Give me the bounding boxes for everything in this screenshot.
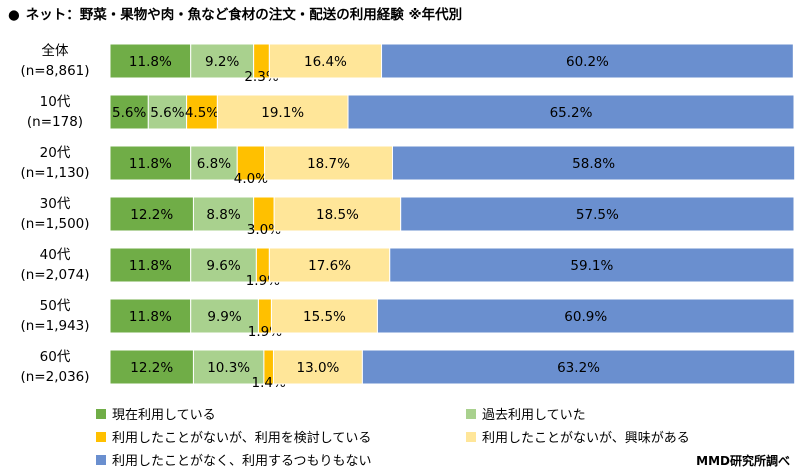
category-label: 10代 xyxy=(40,94,71,110)
bar-segment xyxy=(192,349,265,385)
category-label: 20代 xyxy=(40,145,71,161)
bar-segment xyxy=(272,349,363,385)
category-label: 40代 xyxy=(40,247,71,263)
bar-segment xyxy=(236,145,266,181)
data-label: 9.6% xyxy=(206,258,240,274)
data-label: 11.8% xyxy=(129,156,172,172)
title-bullet-icon: ● xyxy=(8,7,20,23)
bar-segment xyxy=(190,43,255,79)
data-label: 17.6% xyxy=(308,258,351,274)
data-label: 57.5% xyxy=(576,207,619,223)
bar-segment xyxy=(400,196,795,232)
category-label: 30代 xyxy=(40,196,71,212)
category-label: (n=1,500) xyxy=(20,216,89,232)
legend-label: 利用したことがないが、興味がある xyxy=(482,431,690,446)
data-label: 16.4% xyxy=(304,54,347,70)
category-label: (n=1,130) xyxy=(20,165,89,181)
stacked-bar-chart: 全体(n=8,861)11.8% 9.2%2.3%16.4% 60.2%10代(n=… xyxy=(20,42,796,391)
data-label: 19.1% xyxy=(261,105,304,121)
legend-swatch xyxy=(466,408,476,419)
bar-segment xyxy=(190,247,257,283)
legend-label: 現在利用している xyxy=(112,408,216,423)
title-text: ネット：野菜・果物や肉・魚など食材の注文・配送の利用経験 ※年代別 xyxy=(25,7,463,23)
credit: MMD研究所調べ xyxy=(696,454,790,468)
bar-segment xyxy=(109,43,192,79)
bar-segment xyxy=(389,247,795,283)
chart-title: ● ネット：野菜・果物や肉・魚など食材の注文・配送の利用経験 ※年代別 xyxy=(8,3,462,23)
data-label: 10.3% xyxy=(207,360,250,376)
legend-swatch xyxy=(96,431,106,442)
data-label: 15.5% xyxy=(303,309,346,325)
data-label: 4.0% xyxy=(234,171,268,187)
bar-segment xyxy=(347,94,795,130)
bar-segment xyxy=(109,349,194,385)
data-label: 4.5% xyxy=(185,105,219,121)
legend-item: 利用したことがなく、利用するつもりもない xyxy=(96,450,371,469)
legend-label: 利用したことがなく、利用するつもりもない xyxy=(112,454,372,469)
bar-segment xyxy=(270,298,378,334)
data-label: 3.0% xyxy=(247,222,281,238)
legend-swatch xyxy=(96,408,106,419)
bar-segment xyxy=(109,298,192,334)
category-label: (n=178) xyxy=(27,114,83,130)
data-label: 60.2% xyxy=(566,54,609,70)
data-label: 59.1% xyxy=(570,258,613,274)
category-label: 50代 xyxy=(40,298,71,314)
category-label: (n=1,943) xyxy=(20,318,89,334)
bar-segment xyxy=(109,94,149,130)
legend-swatch xyxy=(466,431,476,442)
legend-item: 過去利用していた xyxy=(466,404,586,423)
data-label: 63.2% xyxy=(557,360,600,376)
bar-segment xyxy=(186,94,218,130)
bar-segment xyxy=(264,145,393,181)
data-label: 58.8% xyxy=(572,156,615,172)
legend-label: 過去利用していた xyxy=(482,408,586,423)
data-label: 11.8% xyxy=(129,54,172,70)
data-label: 9.9% xyxy=(207,309,241,325)
data-label: 9.2% xyxy=(205,54,239,70)
legend-item: 利用したことがないが、興味がある xyxy=(466,427,690,446)
data-label: 65.2% xyxy=(550,105,593,121)
bar-segment xyxy=(376,298,795,334)
data-label: 5.6% xyxy=(112,105,146,121)
category-label: 60代 xyxy=(40,349,71,365)
bar-segment xyxy=(268,43,383,79)
bar-segment xyxy=(192,196,255,232)
legend-item: 現在利用している xyxy=(96,404,216,423)
data-label: 11.8% xyxy=(129,258,172,274)
category-label: (n=2,036) xyxy=(20,369,89,385)
category-label: (n=8,861) xyxy=(20,63,89,79)
bar-segment xyxy=(391,145,796,181)
legend-label: 利用したことがないが、利用を検討している xyxy=(112,431,372,446)
data-label: 18.7% xyxy=(307,156,350,172)
data-label: 5.6% xyxy=(150,105,184,121)
data-label: 12.2% xyxy=(130,207,173,223)
category-label: 全体 xyxy=(42,42,69,59)
bar-segment xyxy=(109,196,194,232)
legend-item: 利用したことがないが、利用を検討している xyxy=(96,427,371,446)
bar-segment xyxy=(361,349,796,385)
data-label: 18.5% xyxy=(316,207,359,223)
data-label: 12.2% xyxy=(130,360,173,376)
data-label: 8.8% xyxy=(206,207,240,223)
data-label: 11.8% xyxy=(129,309,172,325)
bar-segment xyxy=(268,247,391,283)
data-label: 6.8% xyxy=(197,156,231,172)
category-label: (n=2,074) xyxy=(20,267,89,283)
data-label: 13.0% xyxy=(296,360,339,376)
bar-segment xyxy=(109,247,192,283)
bar-segment xyxy=(147,94,188,130)
bar-segment xyxy=(381,43,794,79)
bar-segment xyxy=(109,145,192,181)
data-label: 60.9% xyxy=(564,309,607,325)
bar-segment xyxy=(216,94,349,130)
legend-swatch xyxy=(96,454,106,465)
